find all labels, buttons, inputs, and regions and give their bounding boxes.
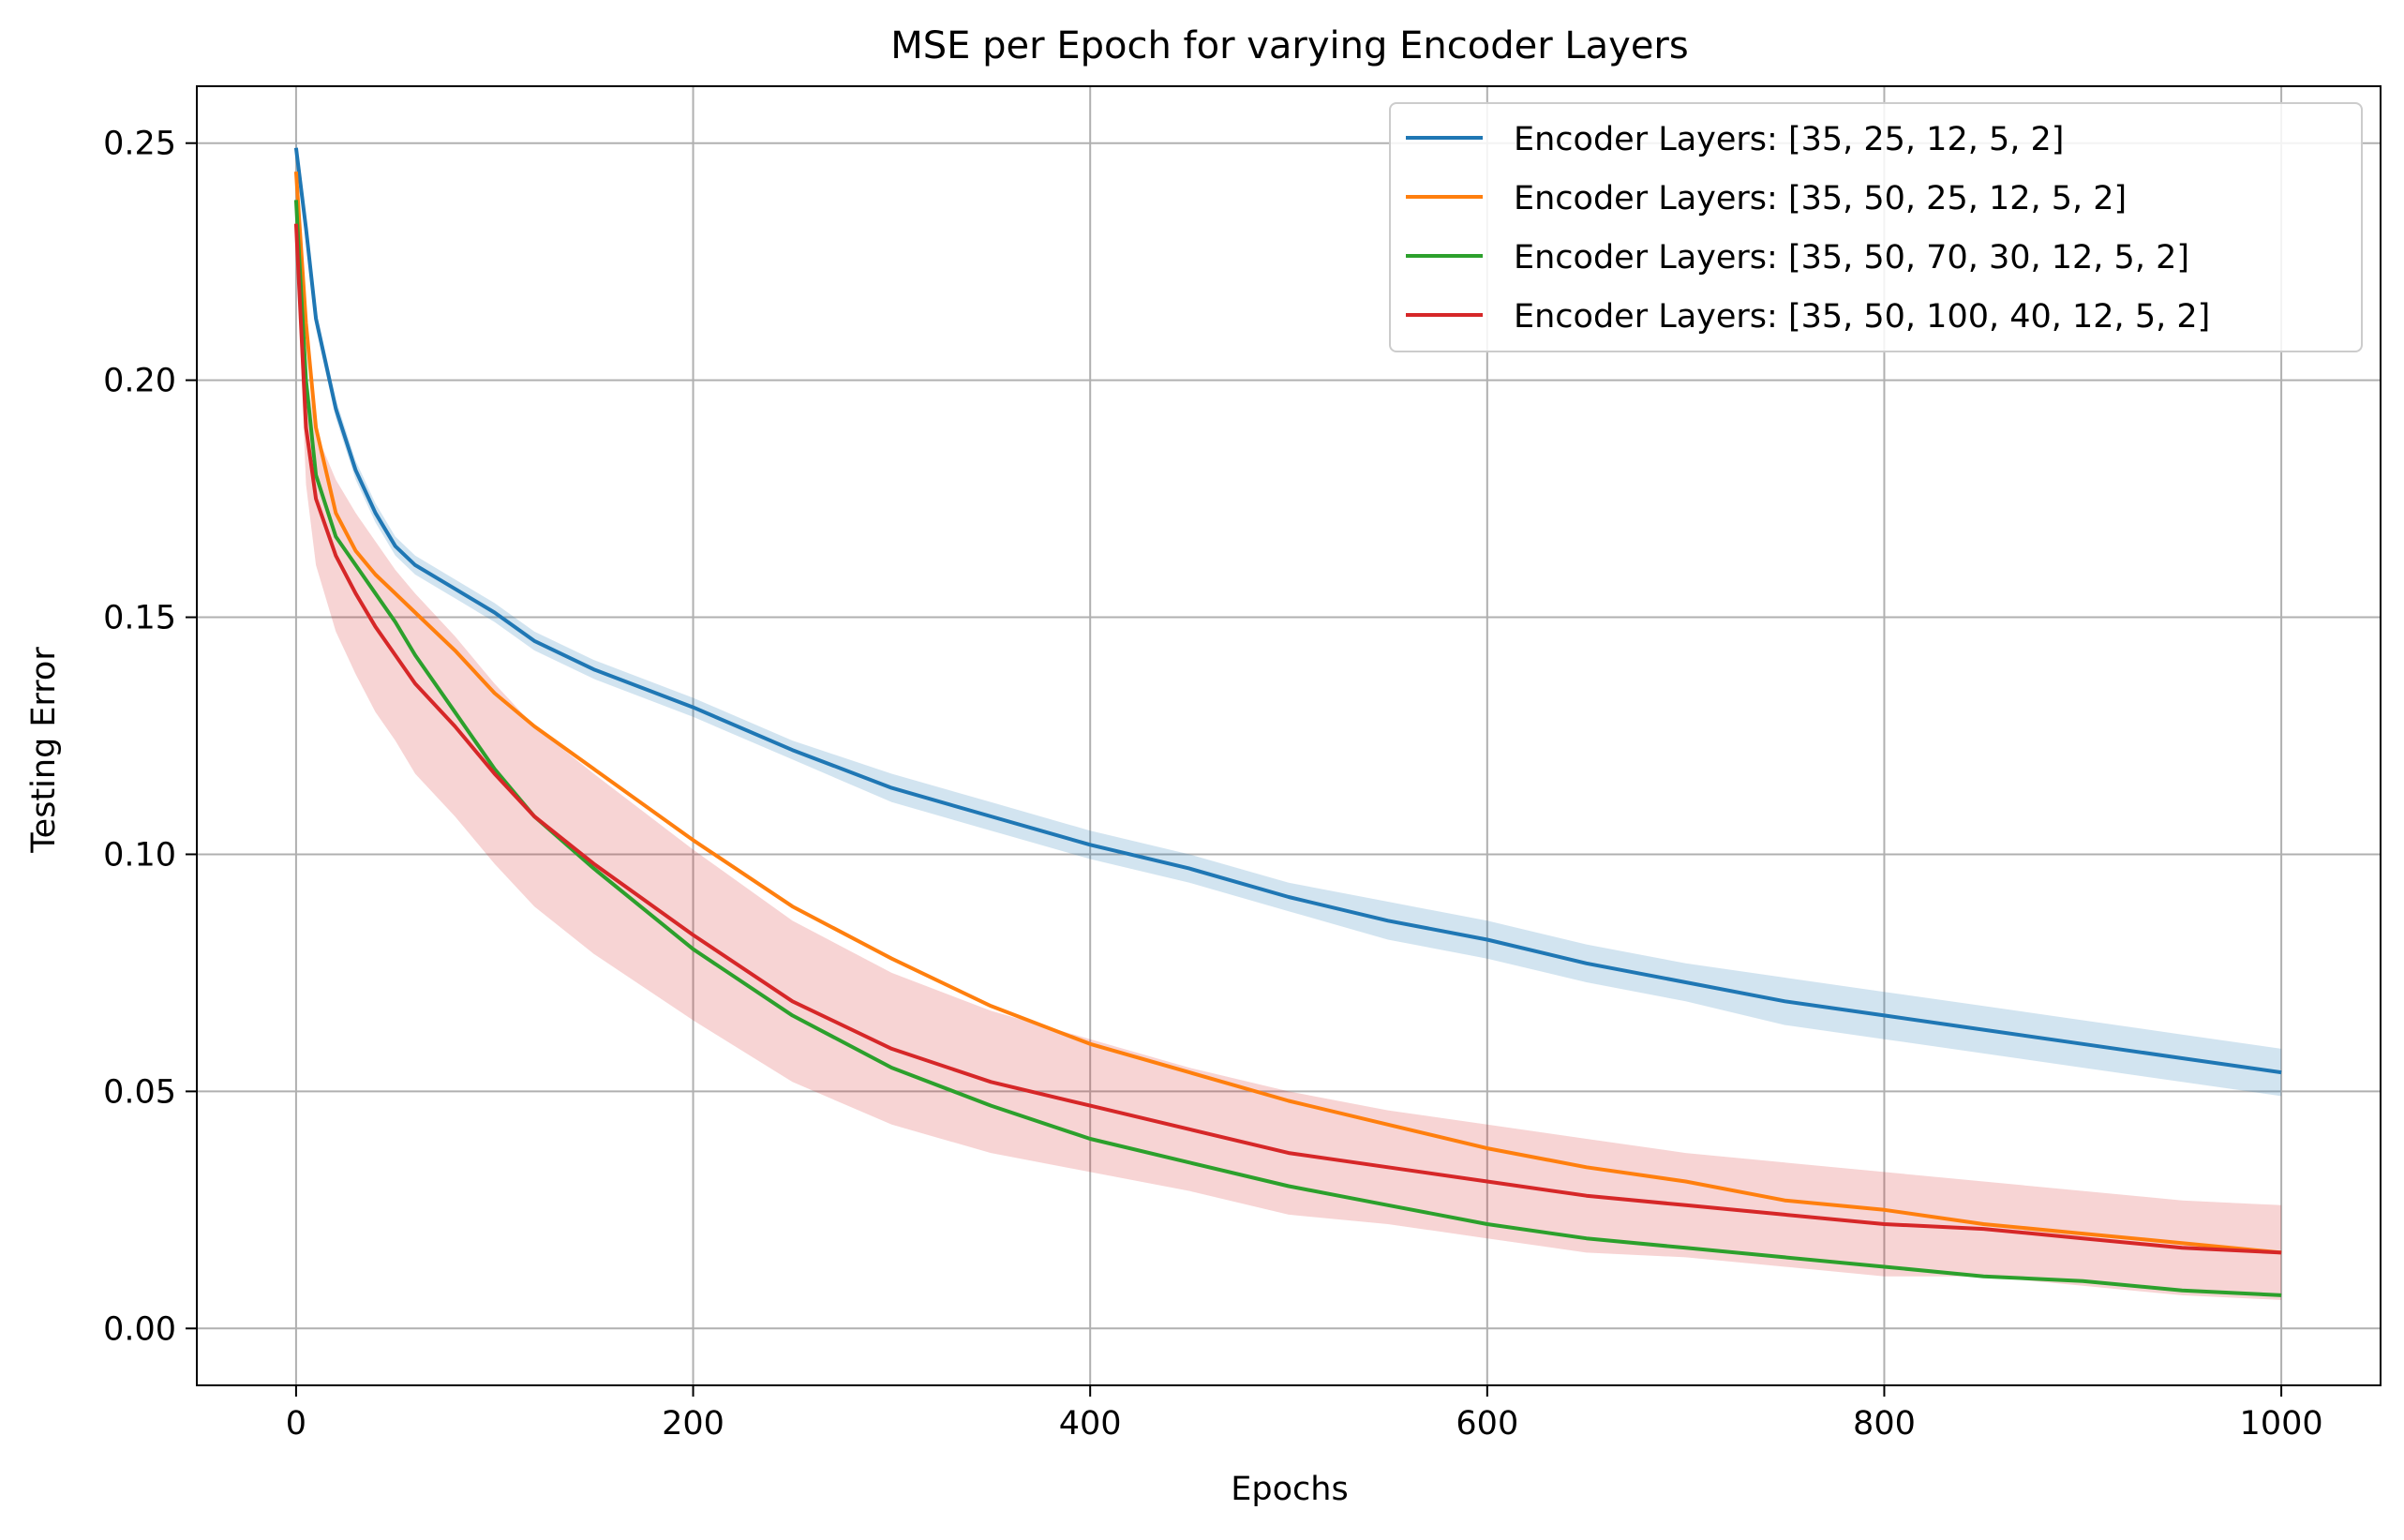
legend-label: Encoder Layers: [35, 50, 100, 40, 12, 5,… — [1514, 298, 2210, 336]
series-line — [293, 147, 2282, 1075]
series-line — [293, 223, 2282, 1255]
chart-title: MSE per Epoch for varying Encoder Layers — [890, 24, 1688, 67]
x-axis-label: Epochs — [1231, 1471, 1348, 1508]
legend-entry: Encoder Layers: [35, 50, 100, 40, 12, 5,… — [1406, 298, 2210, 336]
legend-label: Encoder Layers: [35, 50, 70, 30, 12, 5, … — [1514, 239, 2189, 277]
series-band — [295, 204, 2282, 1300]
y-tick-label: 0.05 — [103, 1073, 176, 1111]
y-tick-label: 0.15 — [103, 600, 176, 637]
y-tick-label: 0.00 — [103, 1310, 176, 1348]
x-tick-label: 1000 — [2240, 1405, 2323, 1443]
y-tick-label: 0.10 — [103, 836, 176, 874]
series-band — [295, 138, 2282, 1097]
x-tick-label: 800 — [1853, 1405, 1916, 1443]
x-tick-label: 600 — [1456, 1405, 1518, 1443]
y-tick-label: 0.20 — [103, 363, 176, 400]
legend-label: Encoder Layers: [35, 50, 25, 12, 5, 2] — [1514, 180, 2127, 217]
legend-label: Encoder Layers: [35, 25, 12, 5, 2] — [1514, 121, 2064, 158]
series-line — [293, 171, 2282, 1255]
legend: Encoder Layers: [35, 25, 12, 5, 2] Encod… — [1389, 102, 2363, 352]
x-tick-label: 200 — [662, 1405, 724, 1443]
grid — [197, 86, 2381, 1385]
axis-ticks: 0 200 400 600 800 1000 0.00 0.05 0.10 0.15 0.20 0.2… — [103, 126, 2323, 1443]
series-line — [293, 200, 2282, 1297]
legend-entry: Encoder Layers: [35, 50, 25, 12, 5, 2] — [1406, 180, 2127, 217]
x-tick-label: 0 — [286, 1405, 306, 1443]
legend-box — [1389, 102, 2363, 352]
legend-entry: Encoder Layers: [35, 25, 12, 5, 2] — [1406, 121, 2064, 158]
axes-frame — [196, 85, 2382, 1386]
legend-entry: Encoder Layers: [35, 50, 70, 30, 12, 5, … — [1406, 239, 2189, 277]
variance-bands — [295, 138, 2282, 1300]
series-lines — [293, 147, 2282, 1297]
x-tick-label: 400 — [1059, 1405, 1122, 1443]
y-axis-label: Testing Error — [25, 647, 63, 854]
y-tick-label: 0.25 — [103, 126, 176, 163]
